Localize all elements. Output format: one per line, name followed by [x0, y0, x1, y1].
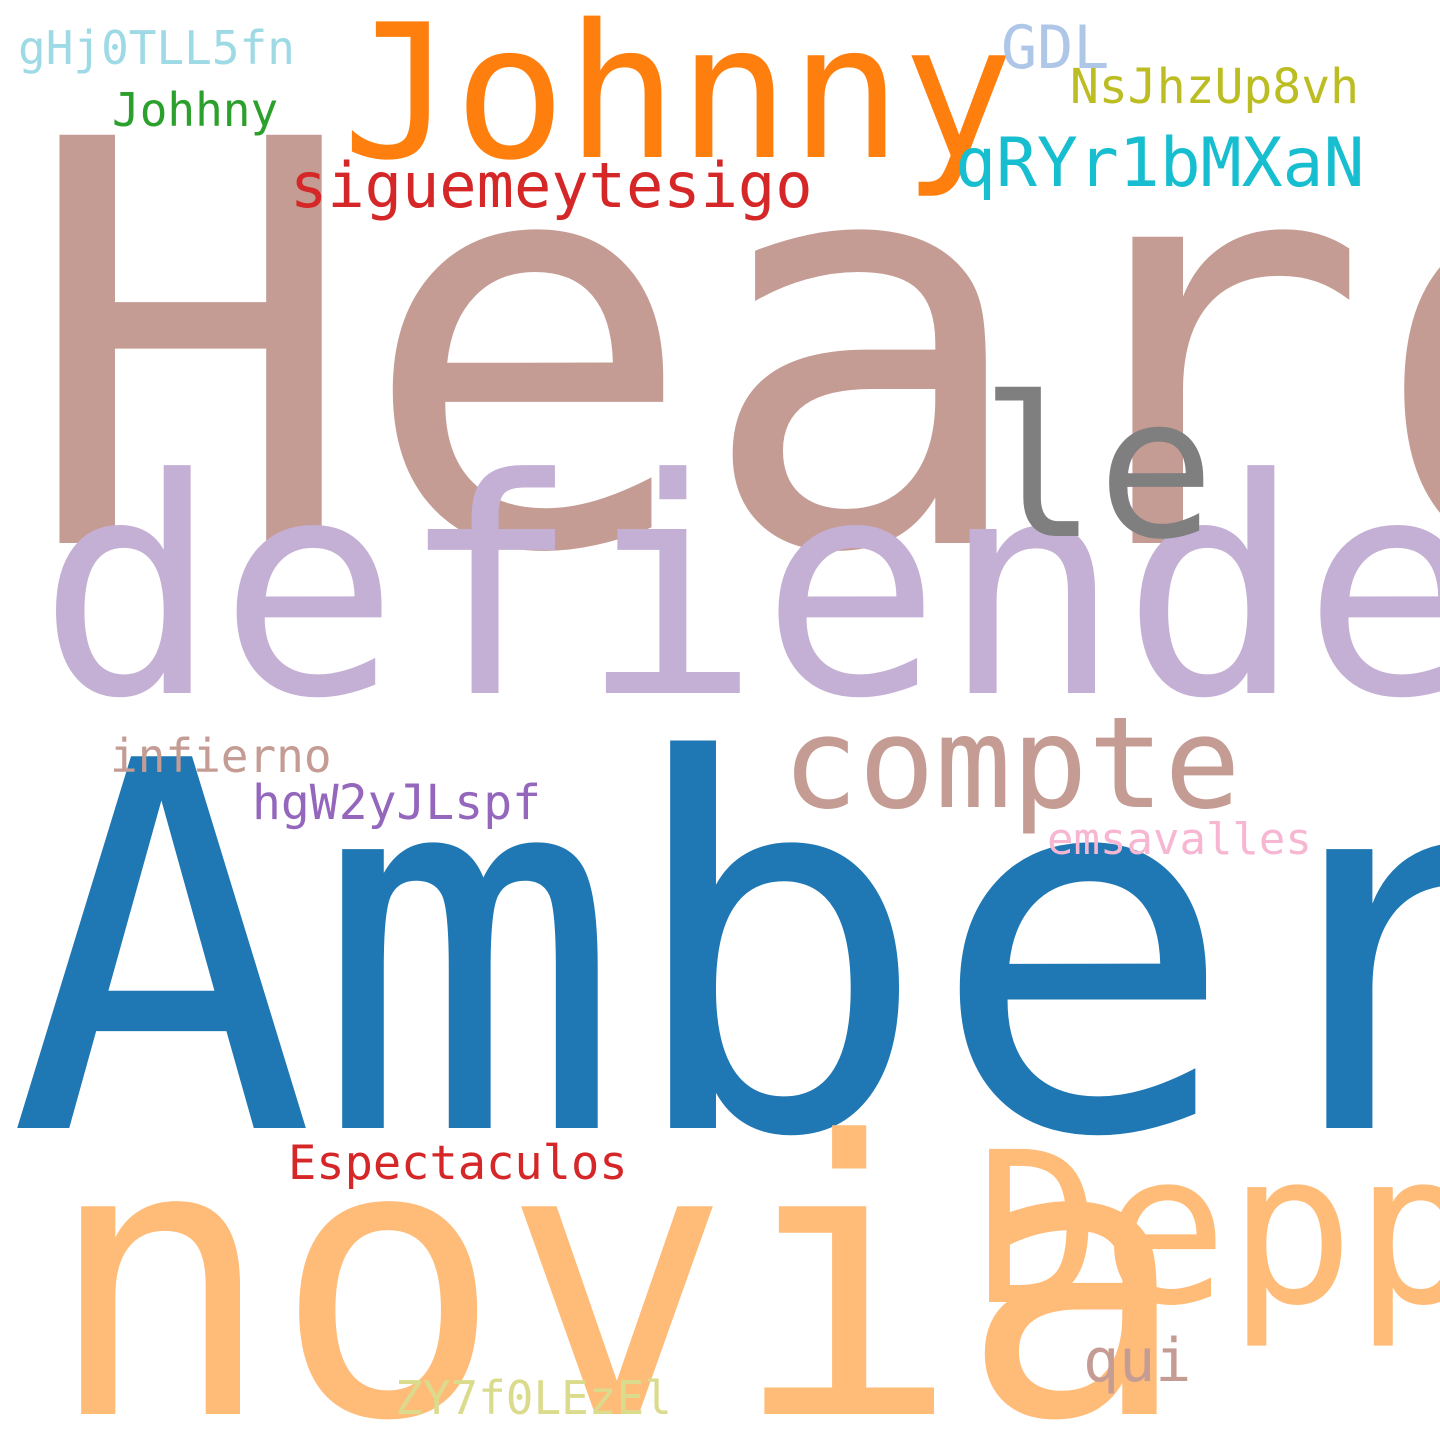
word-emsavalles: emsavalles [1047, 814, 1312, 865]
word-nsjhzup8vh: NsJhzUp8vh [1070, 59, 1359, 115]
word-depp: Depp [975, 1107, 1440, 1352]
word-hgw2yjlspf: hgW2yJLspf [252, 775, 541, 831]
word-johnny: Johnny [342, 0, 1014, 201]
word-zy7f0lezel: ZY7f0LEzEl [395, 1371, 672, 1425]
word-qui: qui [1083, 1326, 1192, 1396]
word-infierno: infierno [110, 729, 332, 783]
word-le: le [980, 355, 1215, 582]
word-qryr1bmxan: qRYr1bMXaN [955, 124, 1365, 203]
word-siguemeytesigo: siguemeytesigo [290, 149, 813, 222]
word-defiende: defiende [38, 415, 1440, 764]
word-ghj0tll5fn: gHj0TLL5fn [18, 21, 295, 75]
word-compte: compte [782, 689, 1241, 837]
word-gdl: GDL [1001, 13, 1110, 83]
word-johhny: Johhny [112, 83, 279, 137]
word-espectaculos: Espectaculos [288, 1136, 628, 1191]
word-amber: Amber [8, 656, 1440, 1249]
word-novia: novia [45, 1061, 1189, 1440]
